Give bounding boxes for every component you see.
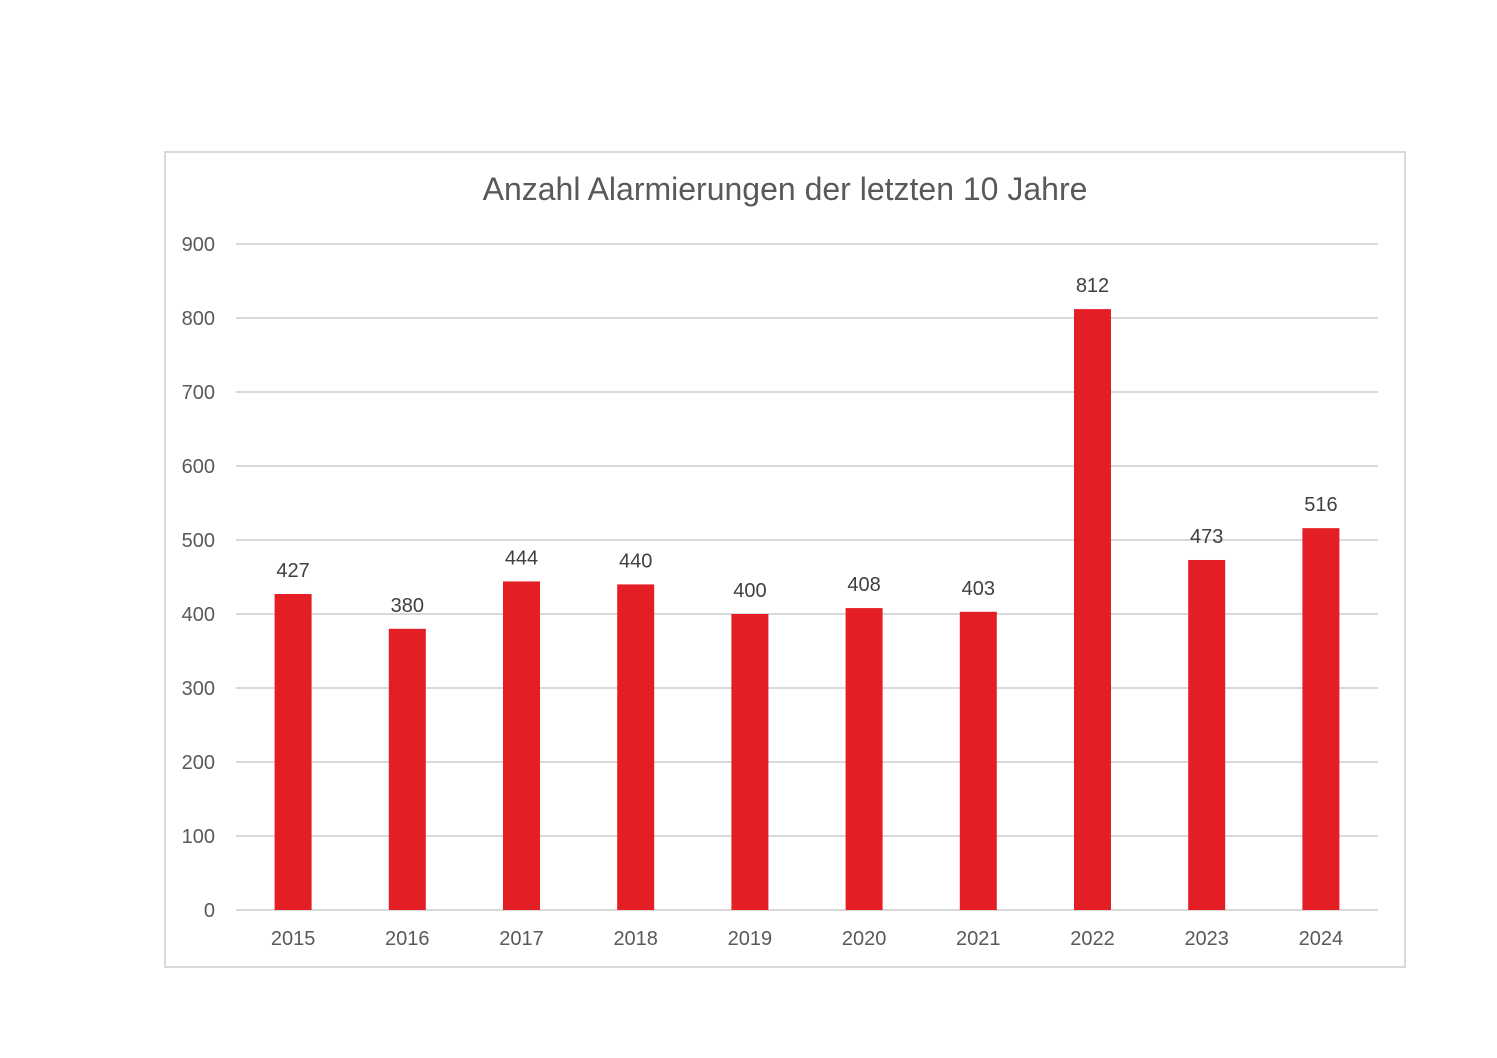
y-tick-label: 300 xyxy=(182,678,215,700)
x-tick-label-2018: 2018 xyxy=(613,928,658,950)
y-tick-label: 400 xyxy=(182,604,215,626)
y-axis: 0 100 200 300 400 500 600 700 800 900 xyxy=(182,234,215,922)
data-label-2024: 516 xyxy=(1304,494,1337,516)
bar-2017 xyxy=(503,581,540,910)
data-label-2022: 812 xyxy=(1076,275,1109,297)
bar-2023 xyxy=(1188,559,1226,910)
bar-2015 xyxy=(274,594,312,910)
bar-2022 xyxy=(1074,309,1111,910)
y-tick-label: 900 xyxy=(182,234,215,256)
data-label-2020: 408 xyxy=(847,574,880,596)
y-tick-label: 700 xyxy=(182,382,215,404)
data-label-2021: 403 xyxy=(962,578,995,600)
x-tick-label-2015: 2015 xyxy=(271,928,316,950)
y-tick-label: 200 xyxy=(182,752,215,774)
x-tick-label-2023: 2023 xyxy=(1184,928,1229,950)
bar-2019 xyxy=(731,614,769,910)
y-tick-label: 500 xyxy=(182,530,215,552)
x-tick-label-2024: 2024 xyxy=(1299,928,1344,950)
data-labels: 427 380 444 440 400 408 403 812 473 516 xyxy=(276,275,1337,617)
x-tick-label-2021: 2021 xyxy=(956,928,1001,950)
data-label-2023: 473 xyxy=(1190,526,1223,548)
bar-2016 xyxy=(388,628,426,910)
bar-2024 xyxy=(1302,528,1340,910)
bar-2021 xyxy=(959,611,997,910)
chart-title: Anzahl Alarmierungen der letzten 10 Jahr… xyxy=(483,171,1088,207)
bars xyxy=(274,309,1340,910)
bar-2018 xyxy=(617,584,655,910)
y-tick-label: 0 xyxy=(204,900,215,922)
data-label-2018: 440 xyxy=(619,550,652,572)
y-tick-label: 600 xyxy=(182,456,215,478)
data-label-2015: 427 xyxy=(276,560,309,582)
data-label-2019: 400 xyxy=(733,580,766,602)
x-axis: 2015 2016 2017 2018 2019 2020 2021 2022 2023 2024 xyxy=(271,928,1343,950)
gridlines xyxy=(236,243,1378,911)
bar-2020 xyxy=(845,608,883,910)
data-label-2016: 380 xyxy=(391,595,424,617)
x-tick-label-2022: 2022 xyxy=(1070,928,1115,950)
y-tick-label: 800 xyxy=(182,308,215,330)
x-tick-label-2019: 2019 xyxy=(728,928,773,950)
x-tick-label-2017: 2017 xyxy=(499,928,544,950)
x-tick-label-2020: 2020 xyxy=(842,928,887,950)
x-tick-label-2016: 2016 xyxy=(385,928,430,950)
y-tick-label: 100 xyxy=(182,826,215,848)
data-label-2017: 444 xyxy=(505,547,538,569)
